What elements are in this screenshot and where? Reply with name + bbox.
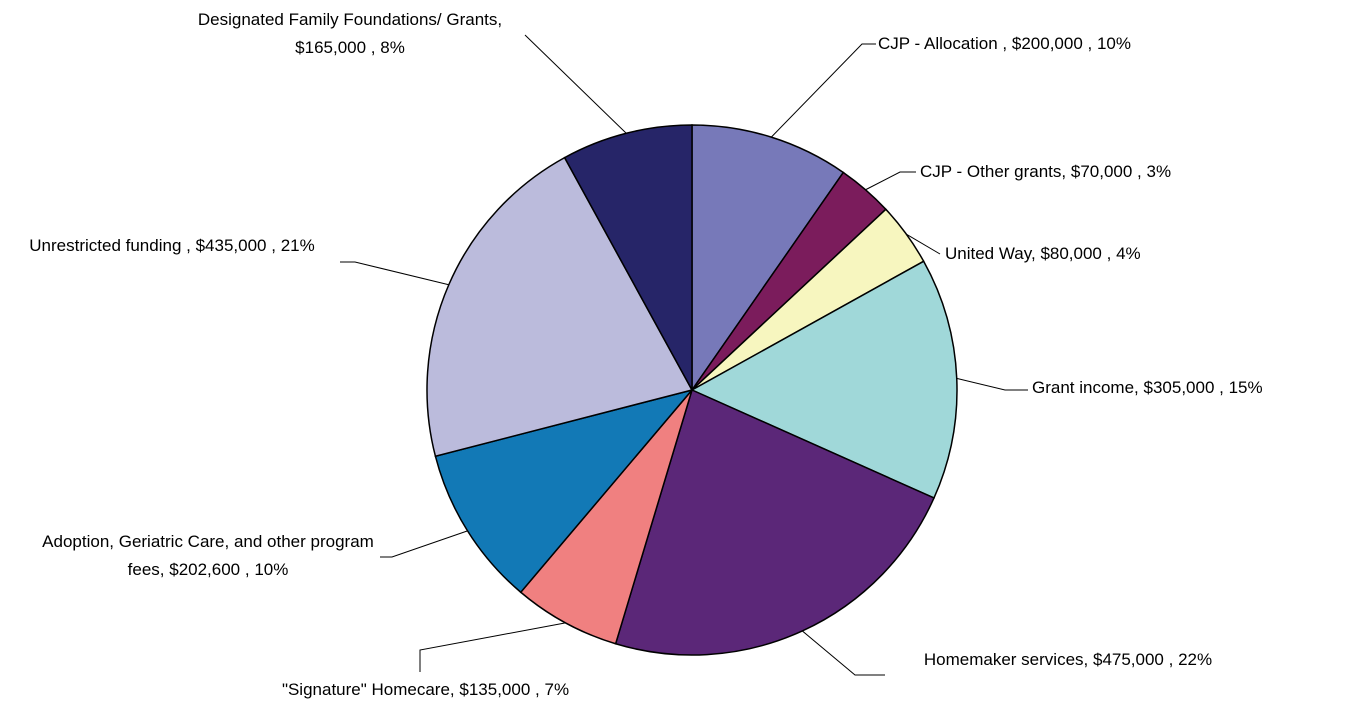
pie-slice: [434, 388, 695, 594]
category-name: CJP - Allocation ,: [878, 34, 1008, 53]
pie-slice: [563, 124, 693, 391]
value-label: $435,000 ,: [195, 236, 276, 255]
leader-line: [956, 377, 1028, 391]
pie-slice: [691, 124, 845, 393]
leader-line: [906, 233, 941, 255]
data-label: Designated Family Foundations/ Grants, $…: [185, 6, 515, 62]
leader-line: [340, 261, 449, 286]
data-label-text: Unrestricted funding , $435,000 , 21%: [2, 232, 342, 260]
data-label: Adoption, Geriatric Care, and other prog…: [33, 528, 383, 584]
leader-line: [770, 43, 876, 138]
value-label: $475,000 ,: [1092, 650, 1174, 669]
pie-slice: [519, 389, 693, 645]
value-label: $165,000 ,: [295, 38, 376, 57]
leader-line: [380, 530, 468, 558]
data-label-text: Designated Family Foundations/ Grants, $…: [185, 6, 515, 62]
data-label: "Signature" Homecare, $135,000 , 7%: [243, 676, 608, 704]
percent-label: 10%: [254, 560, 289, 579]
data-label-text: "Signature" Homecare, $135,000 , 7%: [243, 676, 608, 704]
percent-label: 21%: [280, 236, 315, 255]
percent-label: 10%: [1096, 34, 1131, 53]
data-label-text: United Way, $80,000 , 4%: [945, 240, 1245, 268]
category-name: Adoption, Geriatric Care, and other prog…: [42, 532, 374, 579]
percent-label: 8%: [380, 38, 405, 57]
category-name: United Way,: [945, 244, 1036, 263]
leader-line: [524, 34, 627, 134]
data-label-text: CJP - Other grants, $70,000 , 3%: [920, 158, 1300, 186]
data-label: Homemaker services, $475,000 , 22%: [898, 646, 1238, 674]
leader-line: [802, 630, 885, 676]
data-label-text: Grant income, $305,000 , 15%: [1032, 374, 1344, 402]
percent-label: 4%: [1116, 244, 1141, 263]
data-label: Grant income, $305,000 , 15%: [1032, 374, 1344, 402]
value-label: $200,000 ,: [1011, 34, 1093, 53]
pie-slice: [426, 156, 694, 458]
leader-line: [419, 622, 566, 672]
category-name: "Signature" Homecare,: [281, 680, 455, 699]
leader-line: [865, 171, 916, 191]
percent-label: 7%: [544, 680, 570, 699]
value-label: $202,600 ,: [169, 560, 250, 579]
data-label: CJP - Other grants, $70,000 , 3%: [920, 158, 1300, 186]
value-label: $305,000 ,: [1143, 378, 1224, 397]
category-name: CJP - Other grants,: [920, 162, 1067, 181]
data-label: Unrestricted funding , $435,000 , 21%: [2, 232, 342, 260]
percent-label: 22%: [1178, 650, 1213, 669]
data-label-text: Homemaker services, $475,000 , 22%: [898, 646, 1238, 674]
percent-label: 15%: [1228, 378, 1263, 397]
value-label: $135,000 ,: [459, 680, 540, 699]
category-name: Designated Family Foundations/ Grants,: [197, 10, 503, 29]
category-name: Unrestricted funding ,: [29, 236, 191, 255]
category-name: Homemaker services,: [923, 650, 1089, 669]
pie-slice: [690, 260, 958, 499]
value-label: $70,000 ,: [1070, 162, 1142, 181]
data-label: United Way, $80,000 , 4%: [945, 240, 1245, 268]
data-label-text: CJP - Allocation , $200,000 , 10%: [878, 30, 1258, 58]
data-label: CJP - Allocation , $200,000 , 10%: [878, 30, 1258, 58]
leader-lines: [340, 34, 1028, 676]
data-label-text: Adoption, Geriatric Care, and other prog…: [33, 528, 383, 584]
pie-slice: [614, 388, 935, 656]
percent-label: 3%: [1146, 162, 1172, 181]
category-name: Grant income,: [1032, 378, 1139, 397]
value-label: $80,000 ,: [1040, 244, 1112, 263]
